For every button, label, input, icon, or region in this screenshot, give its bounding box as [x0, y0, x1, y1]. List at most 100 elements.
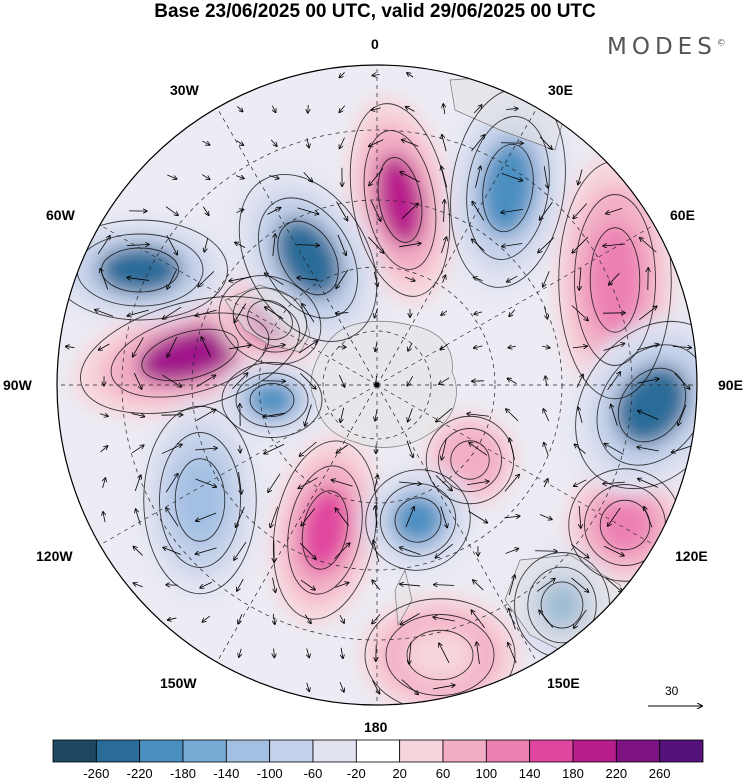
wind-vector — [269, 175, 279, 178]
wind-vector — [374, 308, 378, 317]
wind-vector — [507, 378, 517, 384]
wind-vector — [467, 481, 489, 486]
circulation-contour — [277, 220, 339, 296]
negative-anomaly-core — [392, 495, 444, 545]
colorbar-tick-label: 180 — [562, 766, 584, 781]
wind-vector — [644, 507, 653, 528]
wind-vector — [542, 346, 550, 348]
wind-vector — [202, 206, 208, 215]
wind-vector — [504, 516, 519, 518]
meridian-line — [376, 224, 655, 386]
wind-vector — [298, 341, 317, 354]
wind-vector — [507, 275, 518, 282]
wind-vector — [127, 309, 149, 316]
wind-vector — [375, 342, 377, 351]
wind-vector — [133, 583, 143, 588]
wind-vector — [133, 547, 143, 556]
wind-vector — [573, 203, 588, 219]
colorbar-tick-label: 220 — [605, 766, 628, 781]
wind-vector — [270, 139, 277, 146]
lon-label-30e: 30E — [548, 82, 573, 98]
wind-vector — [297, 207, 318, 214]
colorbar-swatch — [52, 739, 97, 763]
wind-vector — [372, 74, 380, 75]
circulation-contour — [221, 362, 323, 438]
wind-vector — [441, 166, 448, 188]
circulation-contour — [589, 227, 641, 333]
wind-vector — [640, 238, 657, 253]
circulation-contour — [599, 499, 651, 551]
wind-vector — [375, 506, 377, 528]
wind-vector — [509, 309, 516, 317]
wind-vector — [234, 541, 247, 560]
lon-label-150w: 150W — [160, 675, 197, 691]
wind-vector — [296, 245, 319, 246]
wind-vector — [303, 171, 313, 182]
wind-vector — [574, 609, 587, 628]
wind-vector — [539, 514, 552, 520]
positive-anomaly-core — [598, 498, 652, 552]
circulation-contour — [349, 103, 451, 297]
wind-vector — [341, 647, 343, 658]
wind-vector — [471, 135, 485, 152]
wind-vector — [469, 443, 488, 456]
circulation-contour — [238, 174, 378, 342]
wind-vector — [638, 411, 659, 420]
wind-vector — [232, 373, 247, 390]
circulation-contour — [379, 483, 457, 557]
wind-vector — [236, 506, 245, 527]
wind-vector — [161, 444, 182, 454]
circulation-contour — [385, 614, 495, 696]
circulation-contour — [574, 194, 656, 366]
wind-vector — [335, 583, 348, 588]
circulation-contour — [141, 328, 239, 382]
wind-vector — [604, 444, 624, 455]
circulation-contour — [377, 157, 423, 243]
wind-vector — [229, 345, 251, 350]
wind-vector — [571, 577, 589, 592]
colorbar-swatch — [399, 739, 444, 763]
wind-vector — [501, 173, 523, 180]
wind-vector — [195, 547, 217, 554]
wind-vector — [400, 172, 420, 183]
wind-vector — [236, 209, 243, 212]
wind-vector — [443, 104, 445, 115]
reference-vector-label: 30 — [665, 684, 679, 698]
lon-label-120e: 120E — [675, 548, 708, 564]
wind-vector — [508, 575, 515, 596]
south-pole-marker — [374, 382, 380, 388]
meridian-line — [376, 384, 538, 663]
wind-vector — [606, 208, 623, 213]
circulation-contour — [249, 383, 295, 417]
circulation-contour — [540, 581, 584, 629]
wind-vector — [339, 105, 346, 113]
wind-vector — [201, 337, 212, 358]
wind-vector — [508, 346, 516, 347]
brand-mark: © — [716, 38, 726, 49]
wind-vector — [337, 234, 346, 255]
wind-vector — [339, 681, 344, 692]
wind-vector — [638, 479, 659, 488]
colorbar-tick-label: 60 — [435, 766, 451, 781]
wind-vector — [678, 404, 687, 425]
wind-vector — [545, 307, 548, 319]
wind-vector — [99, 343, 110, 350]
wind-vector — [299, 372, 315, 389]
wind-vectors — [66, 72, 693, 694]
wind-vector — [307, 138, 309, 147]
wind-vector — [674, 372, 689, 389]
wind-vector — [99, 414, 108, 416]
colorbar-tick-label: 20 — [392, 766, 407, 781]
wind-vector — [444, 200, 445, 223]
circulation-contour — [617, 367, 687, 443]
colorbar-swatch — [312, 739, 357, 763]
wind-vector — [571, 305, 588, 321]
wind-vector — [202, 615, 211, 622]
wind-vector — [509, 438, 515, 460]
wind-vector — [500, 143, 523, 144]
wind-vector — [238, 614, 243, 623]
positive-anomaly-core — [376, 153, 424, 247]
colorbar-swatch — [615, 739, 661, 763]
circulation-contour — [57, 219, 228, 321]
